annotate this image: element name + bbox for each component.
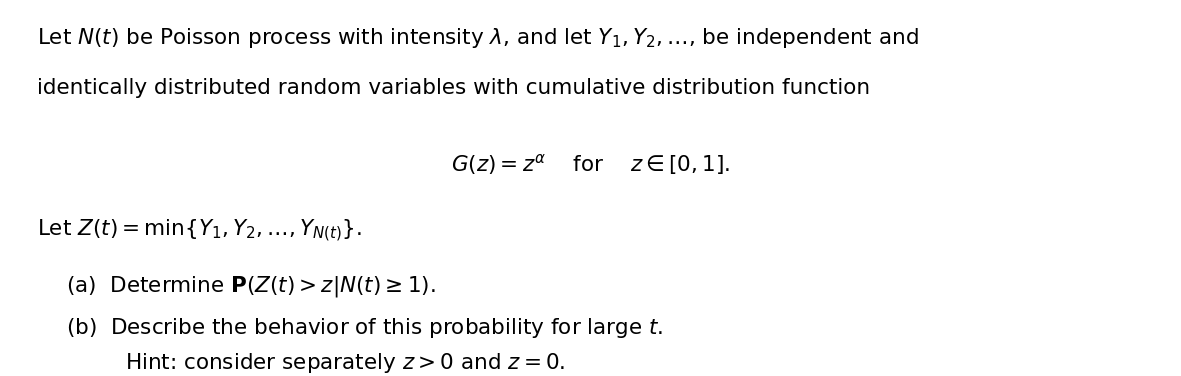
Text: Hint: consider separately $z > 0$ and $z = 0$.: Hint: consider separately $z > 0$ and $z… — [125, 350, 566, 374]
Text: identically distributed random variables with cumulative distribution function: identically distributed random variables… — [37, 78, 870, 98]
Text: $G(z) = z^{\alpha}\quad$ for $\quad z \in [0, 1].$: $G(z) = z^{\alpha}\quad$ for $\quad z \i… — [451, 152, 730, 177]
Text: (b)  Describe the behavior of this probability for large $t$.: (b) Describe the behavior of this probab… — [66, 316, 664, 340]
Text: Let $N(t)$ be Poisson process with intensity $\lambda$, and let $Y_1, Y_2, \ldot: Let $N(t)$ be Poisson process with inten… — [37, 26, 919, 50]
Text: Let $Z(t) = \min\{Y_1, Y_2, \ldots, Y_{N(t)}\}.$: Let $Z(t) = \min\{Y_1, Y_2, \ldots, Y_{N… — [37, 218, 361, 244]
Text: (a)  Determine $\mathbf{P}(Z(t) > z | N(t) \geq 1)$.: (a) Determine $\mathbf{P}(Z(t) > z | N(t… — [66, 274, 436, 299]
